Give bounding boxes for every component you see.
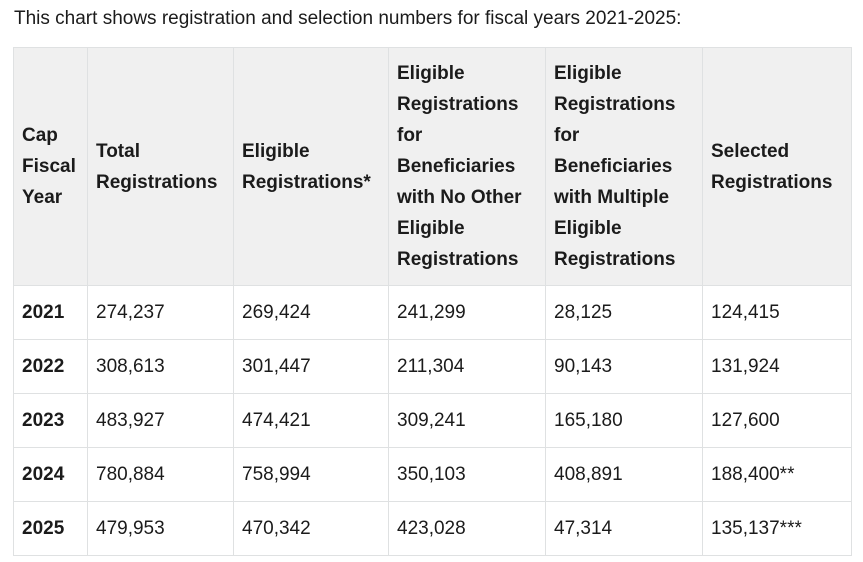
table-header-row: Cap Fiscal Year Total Registrations Elig… bbox=[13, 47, 852, 286]
cell-eligible-no-other: 423,028 bbox=[388, 501, 546, 556]
table-body: 2021 274,237 269,424 241,299 28,125 124,… bbox=[13, 285, 852, 556]
table-row: 2025 479,953 470,342 423,028 47,314 135,… bbox=[13, 501, 852, 556]
cell-selected-registrations: 188,400** bbox=[702, 447, 852, 502]
table-row: 2021 274,237 269,424 241,299 28,125 124,… bbox=[13, 285, 852, 340]
chart-intro-text: This chart shows registration and select… bbox=[14, 8, 682, 29]
cell-eligible-registrations: 269,424 bbox=[233, 285, 389, 340]
cell-total-registrations: 483,927 bbox=[87, 393, 234, 448]
table-row: 2023 483,927 474,421 309,241 165,180 127… bbox=[13, 393, 852, 448]
header-eligible-no-other: Eligible Registrations for Beneficiaries… bbox=[388, 47, 546, 286]
cell-eligible-multiple: 47,314 bbox=[545, 501, 703, 556]
cell-eligible-registrations: 758,994 bbox=[233, 447, 389, 502]
registration-table: Cap Fiscal Year Total Registrations Elig… bbox=[13, 47, 852, 556]
cell-selected-registrations: 131,924 bbox=[702, 339, 852, 394]
cell-total-registrations: 274,237 bbox=[87, 285, 234, 340]
table-row: 2022 308,613 301,447 211,304 90,143 131,… bbox=[13, 339, 852, 394]
cell-eligible-multiple: 165,180 bbox=[545, 393, 703, 448]
cell-eligible-no-other: 241,299 bbox=[388, 285, 546, 340]
cell-fiscal-year: 2021 bbox=[13, 285, 88, 340]
cell-eligible-no-other: 350,103 bbox=[388, 447, 546, 502]
cell-selected-registrations: 127,600 bbox=[702, 393, 852, 448]
cell-eligible-no-other: 309,241 bbox=[388, 393, 546, 448]
cell-eligible-registrations: 470,342 bbox=[233, 501, 389, 556]
cell-fiscal-year: 2022 bbox=[13, 339, 88, 394]
header-selected-registrations: Selected Registrations bbox=[702, 47, 852, 286]
cell-selected-registrations: 135,137*** bbox=[702, 501, 852, 556]
cell-selected-registrations: 124,415 bbox=[702, 285, 852, 340]
table-header: Cap Fiscal Year Total Registrations Elig… bbox=[13, 47, 852, 286]
header-eligible-registrations: Eligible Registrations* bbox=[233, 47, 389, 286]
header-eligible-multiple: Eligible Registrations for Beneficiaries… bbox=[545, 47, 703, 286]
cell-total-registrations: 308,613 bbox=[87, 339, 234, 394]
cell-fiscal-year: 2025 bbox=[13, 501, 88, 556]
cell-fiscal-year: 2023 bbox=[13, 393, 88, 448]
header-cap-fiscal-year: Cap Fiscal Year bbox=[13, 47, 88, 286]
cell-eligible-no-other: 211,304 bbox=[388, 339, 546, 394]
cell-eligible-multiple: 90,143 bbox=[545, 339, 703, 394]
cell-eligible-registrations: 301,447 bbox=[233, 339, 389, 394]
header-total-registrations: Total Registrations bbox=[87, 47, 234, 286]
cell-total-registrations: 780,884 bbox=[87, 447, 234, 502]
table-row: 2024 780,884 758,994 350,103 408,891 188… bbox=[13, 447, 852, 502]
cell-fiscal-year: 2024 bbox=[13, 447, 88, 502]
cell-eligible-multiple: 28,125 bbox=[545, 285, 703, 340]
cell-total-registrations: 479,953 bbox=[87, 501, 234, 556]
cell-eligible-registrations: 474,421 bbox=[233, 393, 389, 448]
cell-eligible-multiple: 408,891 bbox=[545, 447, 703, 502]
